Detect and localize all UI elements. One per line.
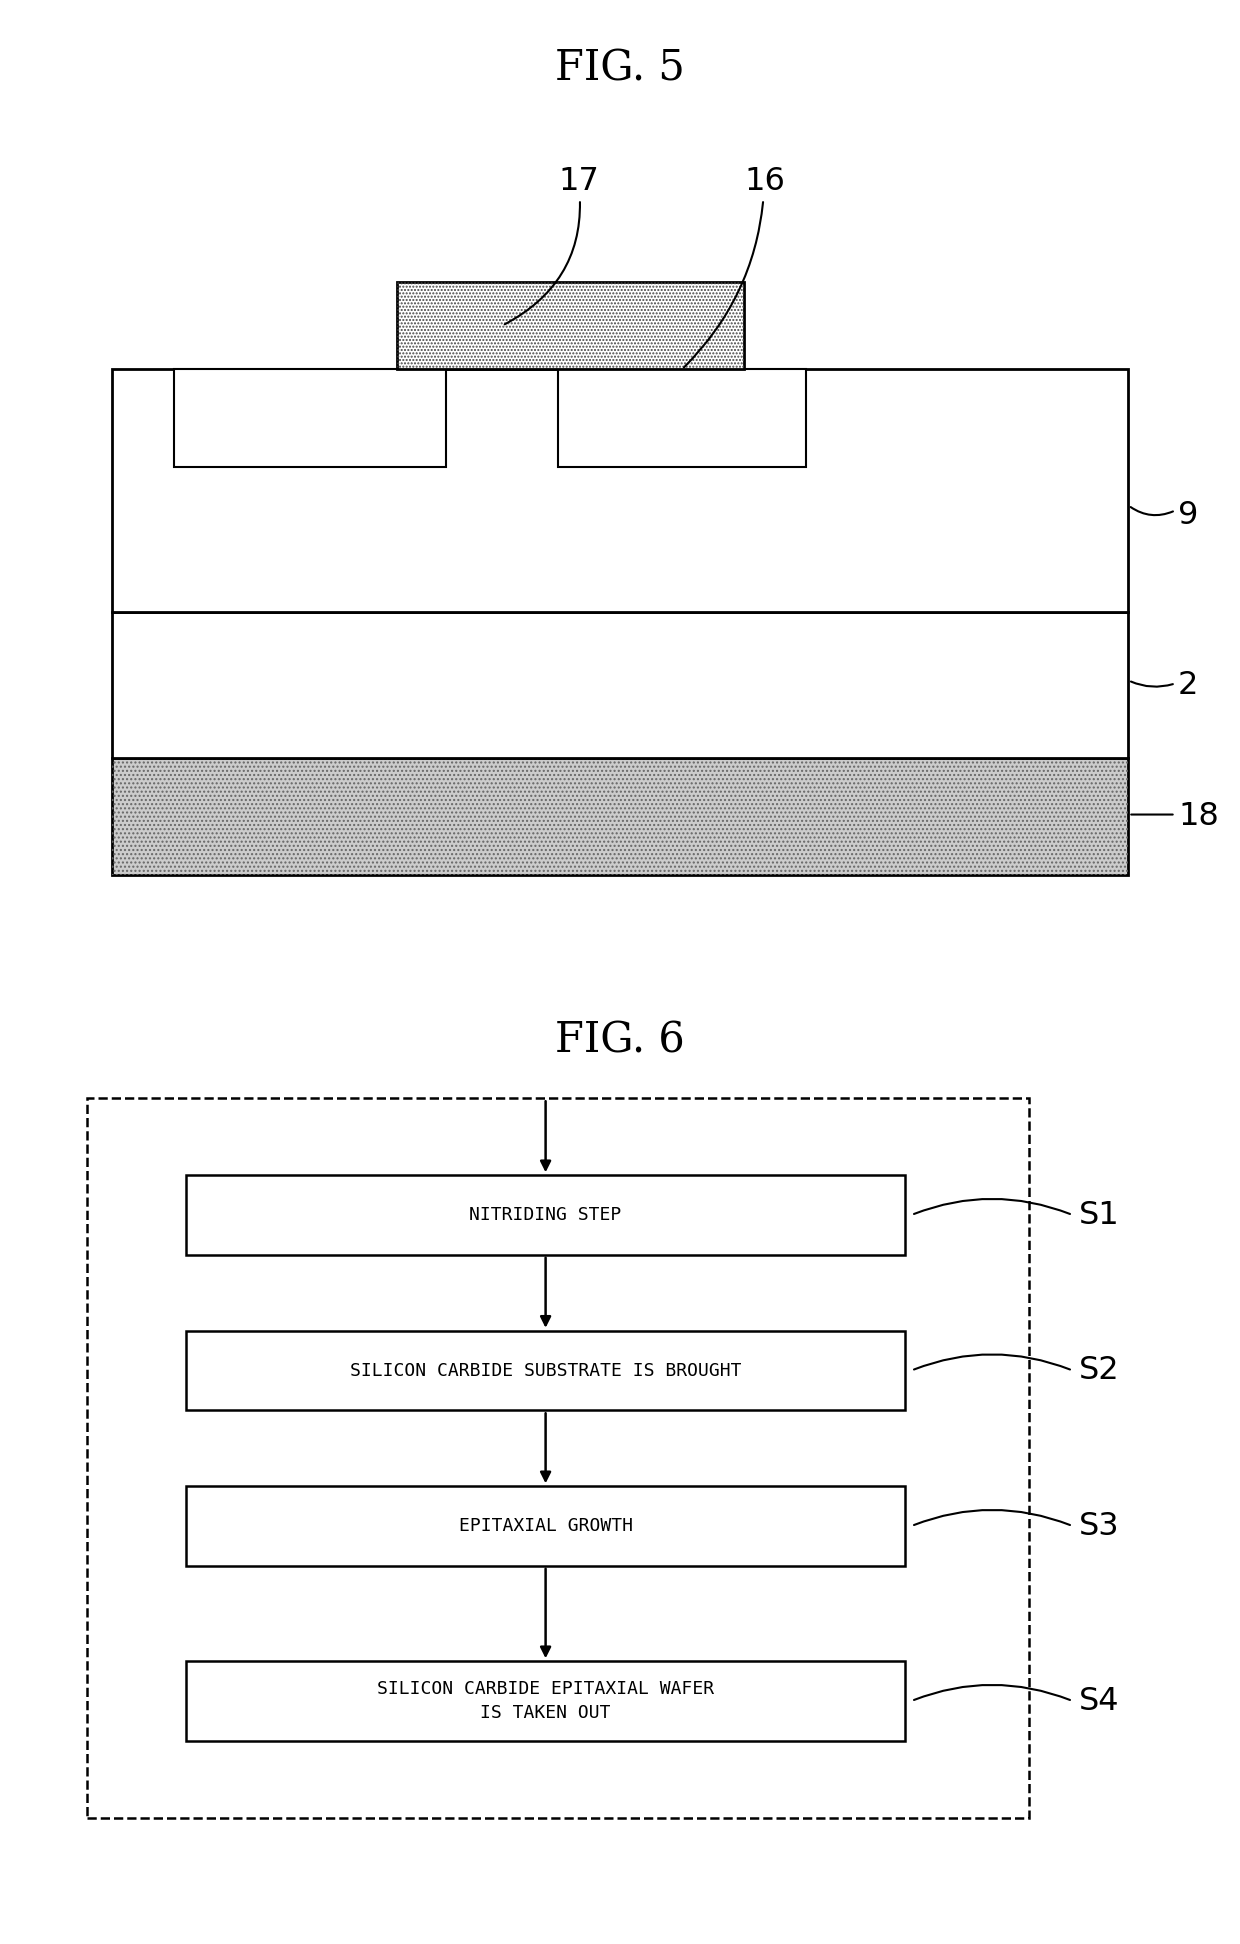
Text: FIG. 5: FIG. 5 — [556, 47, 684, 89]
Bar — [112, 758, 1128, 875]
Text: 17: 17 — [505, 165, 599, 325]
Bar — [186, 1174, 905, 1256]
Text: S2: S2 — [1079, 1355, 1120, 1386]
Text: 2: 2 — [1178, 671, 1199, 700]
Bar — [112, 612, 1128, 758]
Bar — [397, 282, 744, 369]
Text: FIG. 6: FIG. 6 — [556, 1019, 684, 1061]
Text: S3: S3 — [1079, 1510, 1120, 1542]
Text: EPITAXIAL GROWTH: EPITAXIAL GROWTH — [459, 1516, 632, 1536]
Bar — [558, 369, 806, 467]
Text: 16: 16 — [684, 165, 785, 367]
Text: SILICON CARBIDE EPITAXIAL WAFER
IS TAKEN OUT: SILICON CARBIDE EPITAXIAL WAFER IS TAKEN… — [377, 1680, 714, 1722]
Bar — [397, 282, 744, 369]
Text: S4: S4 — [1079, 1685, 1120, 1717]
Text: NITRIDING STEP: NITRIDING STEP — [470, 1205, 621, 1225]
Bar — [112, 369, 1128, 612]
Bar — [174, 369, 446, 467]
Bar — [87, 1098, 1029, 1818]
Bar — [186, 1485, 905, 1567]
Bar — [112, 758, 1128, 875]
Text: 18: 18 — [1178, 801, 1219, 832]
Bar — [186, 1660, 905, 1742]
Text: 9: 9 — [1178, 500, 1198, 531]
Bar — [186, 1330, 905, 1411]
Text: SILICON CARBIDE SUBSTRATE IS BROUGHT: SILICON CARBIDE SUBSTRATE IS BROUGHT — [350, 1361, 742, 1380]
Text: S1: S1 — [1079, 1199, 1120, 1231]
